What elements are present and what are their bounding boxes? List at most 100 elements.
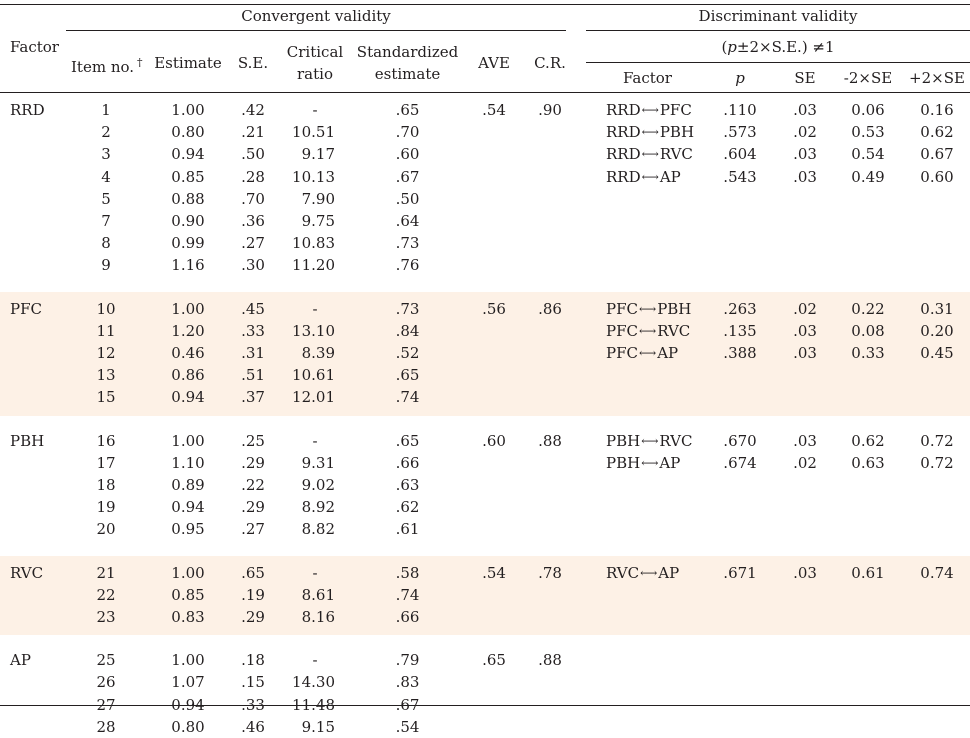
standardized-value: .64 [395, 212, 420, 230]
header-discriminant: Discriminant validity [698, 7, 858, 25]
cr-value: .86 [538, 299, 562, 318]
standardized-value: .73 [395, 234, 420, 253]
top-rule [0, 4, 970, 5]
se-value: .27 [241, 234, 265, 253]
estimate-value: 0.80 [171, 717, 205, 736]
disc-upper-value: 0.45 [920, 344, 954, 362]
standardized-value: .83 [395, 673, 420, 692]
item-no: 4 [101, 167, 111, 186]
disc-factor-a: PBH [606, 431, 641, 450]
estimate-value: 0.94 [171, 498, 205, 517]
header-item-no: Item no. † [71, 52, 143, 78]
disc-se-value: .03 [793, 101, 817, 119]
disc-pair: RRD⟷PFC [606, 99, 692, 122]
double-arrow-icon: ⟷ [641, 125, 659, 140]
item-no: 9 [101, 256, 111, 275]
header-disc-se: SE [794, 69, 816, 87]
standardized-value: .84 [395, 321, 420, 340]
header-item-no-label: Item no. [71, 58, 135, 76]
se-value: .50 [241, 145, 265, 164]
item-no: 15 [96, 388, 116, 407]
se-value: .51 [241, 366, 265, 385]
se-value: .29 [241, 498, 265, 517]
critical-ratio-value: 8.39 [301, 344, 335, 362]
standardized-value: .74 [395, 585, 420, 604]
convergent-underline [66, 30, 566, 31]
header-ave: AVE [478, 54, 510, 72]
se-value: .21 [241, 123, 265, 142]
estimate-value: 1.10 [171, 453, 205, 472]
disc-lower-value: 0.53 [851, 123, 885, 142]
critical-ratio-value: 9.75 [301, 212, 335, 230]
se-value: .70 [241, 189, 265, 208]
critical-ratio-value: - [312, 563, 318, 582]
se-value: .18 [241, 651, 265, 670]
disc-p-value: .674 [723, 453, 757, 472]
critical-ratio-value: 9.17 [301, 145, 335, 164]
disc-pair: PFC⟷AP [606, 342, 678, 365]
header-cr: C.R. [534, 54, 566, 72]
factor-name: PFC [10, 299, 42, 318]
standardized-value: .76 [395, 256, 420, 275]
estimate-value: 0.85 [171, 585, 205, 604]
estimate-value: 1.00 [171, 101, 205, 119]
disc-pair: PBH⟷RVC [606, 430, 692, 453]
standardized-value: .65 [395, 101, 420, 119]
disc-factor-b: RVC [659, 431, 693, 450]
item-no: 5 [101, 189, 111, 208]
disc-factor-b: PFC [659, 101, 692, 119]
critical-ratio-value: - [312, 651, 318, 670]
header-standardized-1: Standardized [356, 43, 459, 61]
disc-factor-a: PFC [606, 299, 638, 318]
disc-factor-b: RVC [657, 321, 691, 340]
standardized-value: .61 [395, 520, 420, 539]
disc-lower-value: 0.61 [851, 563, 885, 582]
estimate-value: 0.94 [171, 695, 205, 714]
disc-factor-a: RRD [606, 145, 641, 164]
double-arrow-icon: ⟷ [641, 455, 659, 470]
disc-factor-b: AP [658, 563, 680, 582]
disc-factor-b: AP [657, 344, 679, 362]
disc-lower-value: 0.62 [851, 431, 885, 450]
standardized-value: .50 [395, 189, 420, 208]
header-bottom-rule [0, 92, 970, 93]
ave-value: .60 [482, 431, 506, 450]
disc-p-value: .670 [723, 431, 757, 450]
header-disc-p-label: p [735, 69, 745, 87]
disc-p-value: .604 [723, 145, 757, 164]
disc-p-value: .573 [723, 123, 757, 142]
cr-value: .88 [538, 651, 562, 670]
critical-ratio-value: 13.10 [292, 321, 335, 340]
critical-ratio-value: 11.48 [292, 695, 335, 714]
disc-p-value: .543 [723, 167, 757, 186]
item-no: 7 [101, 212, 111, 230]
item-no: 20 [96, 520, 116, 539]
double-arrow-icon: ⟷ [640, 565, 658, 580]
estimate-value: 1.00 [171, 431, 205, 450]
critical-ratio-value: 8.16 [301, 608, 335, 626]
se-value: .22 [241, 476, 265, 494]
disc-pair: RRD⟷RVC [606, 143, 693, 166]
double-arrow-icon: ⟷ [641, 103, 659, 117]
disc-se-value: .03 [793, 344, 817, 362]
standardized-value: .67 [395, 167, 420, 186]
standardized-value: .63 [395, 476, 420, 494]
disc-upper-value: 0.20 [920, 321, 954, 340]
disc-factor-a: PFC [606, 344, 638, 362]
estimate-value: 1.00 [171, 563, 205, 582]
disc-se-value: .02 [793, 299, 817, 318]
double-arrow-icon: ⟷ [641, 433, 659, 448]
disc-upper-value: 0.60 [920, 167, 954, 186]
disc-se-value: .03 [793, 321, 817, 340]
item-no: 27 [96, 695, 116, 714]
header-disc-condition: (p±2×S.E.) ≠1 [721, 38, 835, 56]
estimate-value: 0.99 [171, 234, 205, 253]
item-no: 23 [96, 608, 116, 626]
se-value: .29 [241, 608, 265, 626]
standardized-value: .65 [395, 431, 420, 450]
estimate-value: 0.46 [171, 344, 205, 362]
ave-value: .56 [482, 299, 506, 318]
estimate-value: 1.20 [171, 321, 205, 340]
item-no: 11 [96, 321, 116, 340]
estimate-value: 0.94 [171, 145, 205, 164]
